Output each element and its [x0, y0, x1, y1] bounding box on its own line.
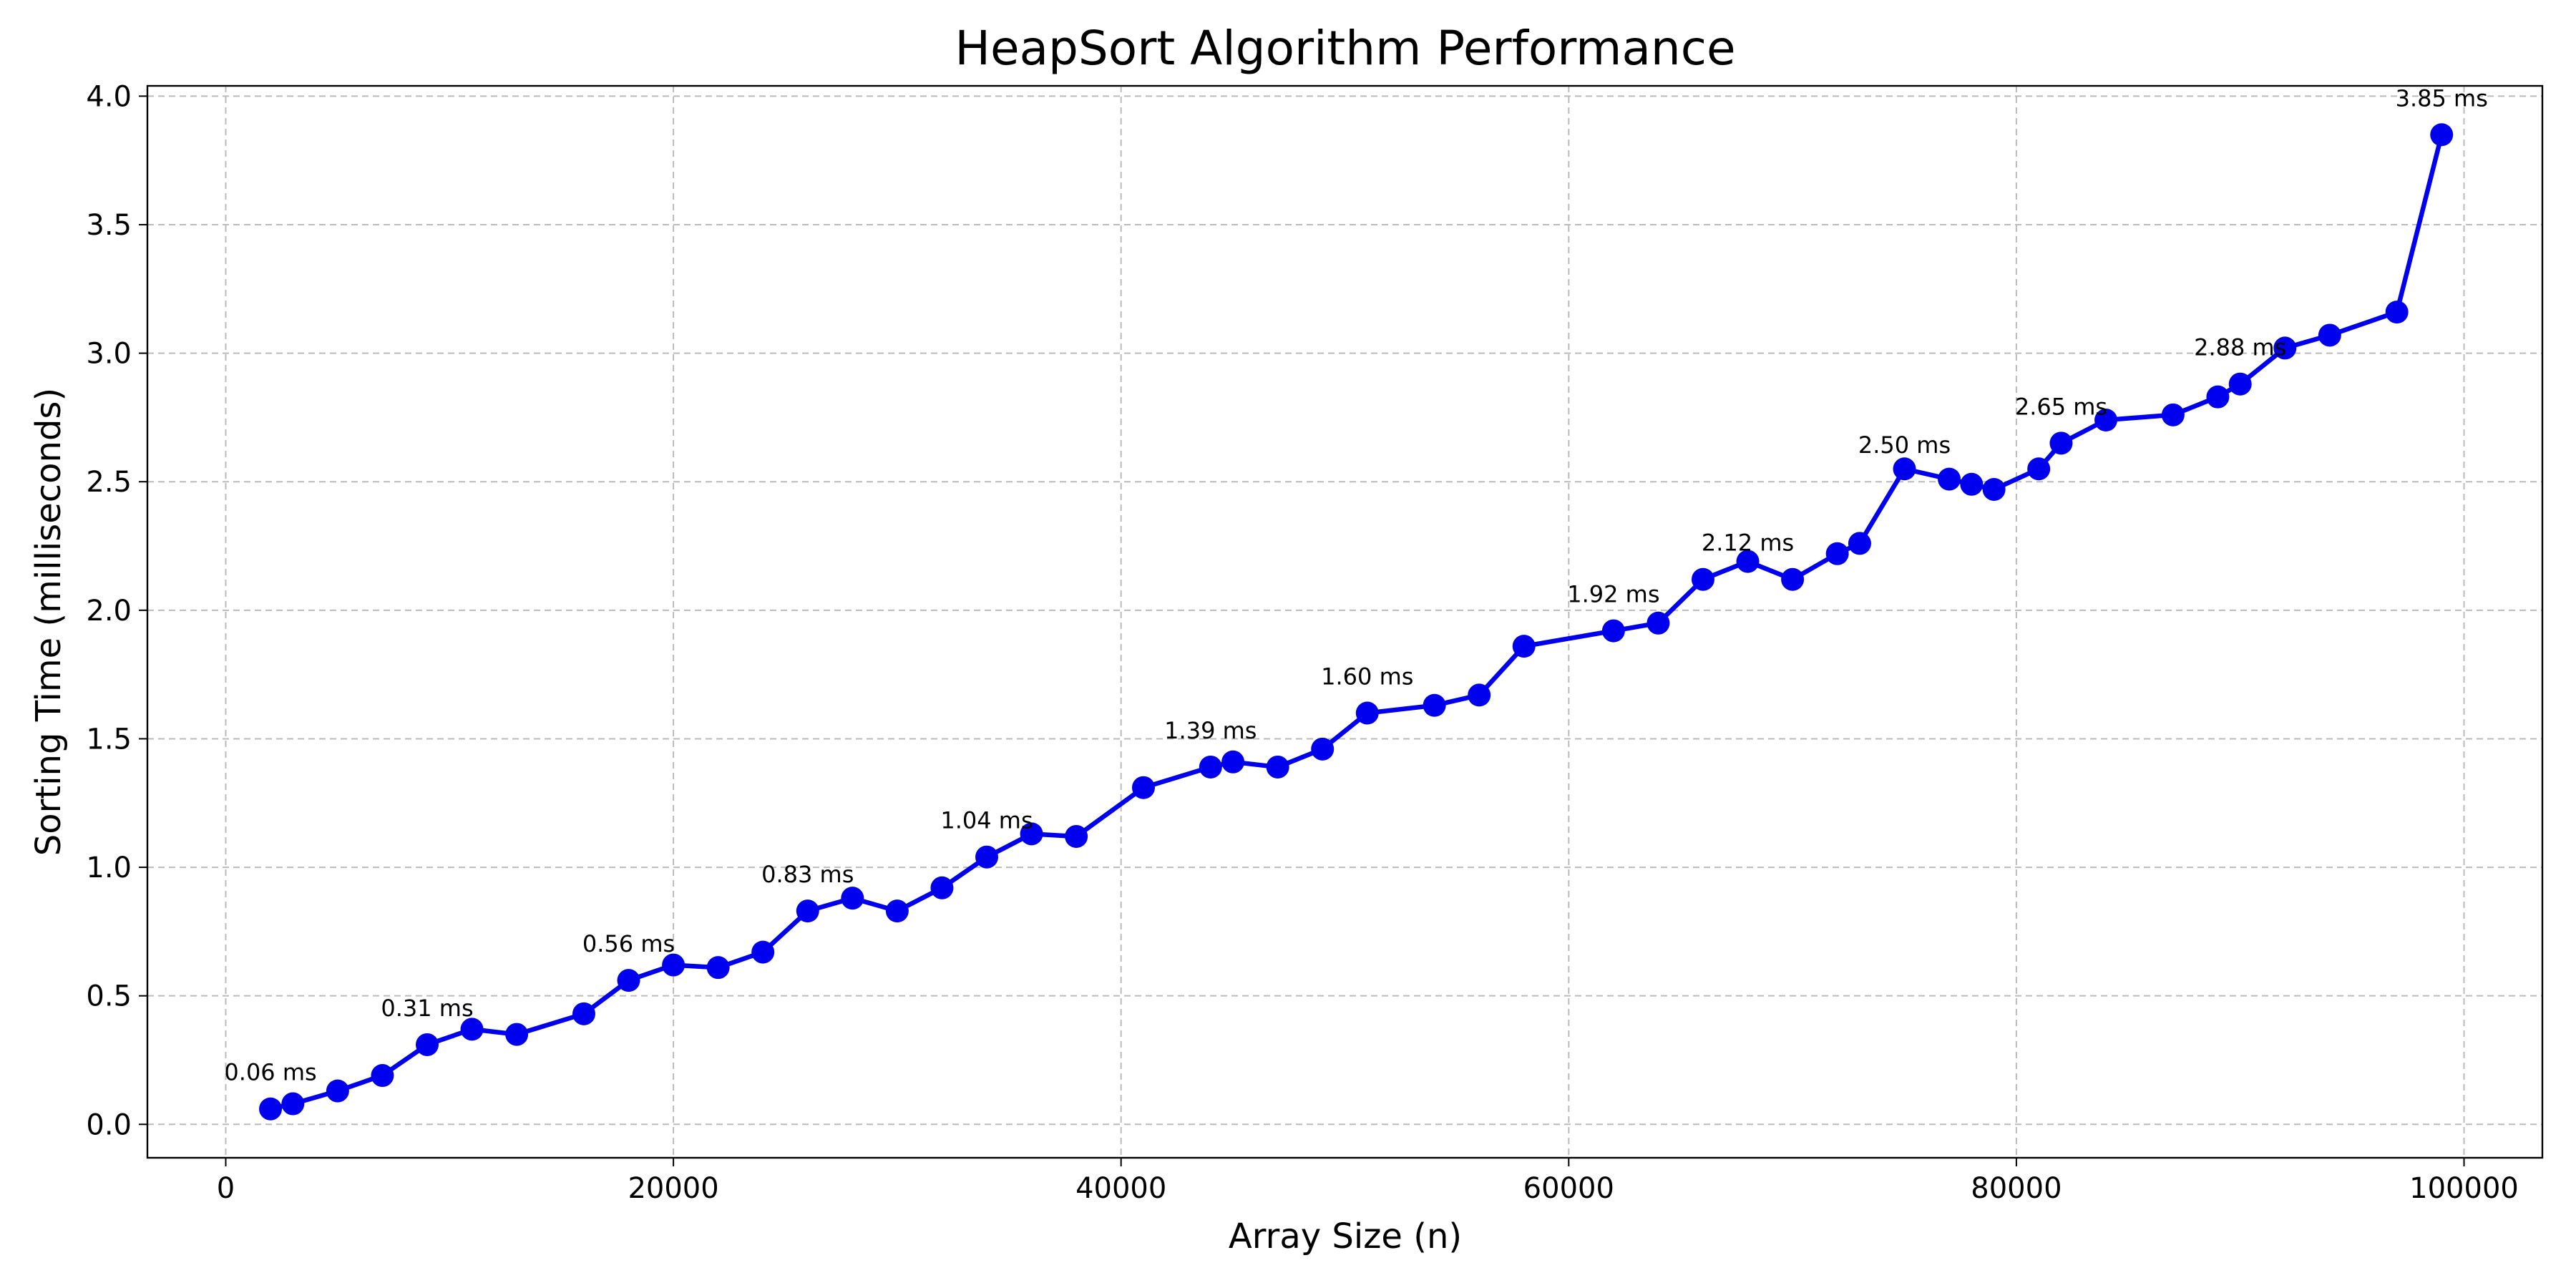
data-point — [2027, 457, 2051, 481]
y-tick-label: 1.0 — [86, 852, 132, 884]
data-label: 0.56 ms — [582, 930, 675, 957]
data-label: 1.39 ms — [1164, 717, 1257, 744]
data-point — [1355, 701, 1379, 725]
data-point — [975, 845, 999, 869]
data-point — [662, 953, 686, 977]
data-point — [1646, 611, 1670, 635]
data-point — [885, 899, 909, 923]
y-tick-label: 2.0 — [86, 595, 132, 628]
x-tick-label: 20000 — [628, 1172, 718, 1205]
data-label: 0.06 ms — [224, 1059, 316, 1086]
data-label: 0.31 ms — [381, 995, 473, 1022]
data-label: 1.04 ms — [940, 807, 1033, 834]
annotation-layer: 0.06 ms 0.31 ms 0.56 ms 0.83 ms 1.04 ms 1.39 … — [224, 84, 2487, 1085]
data-point — [2161, 403, 2185, 426]
data-label: 2.88 ms — [2194, 334, 2286, 361]
x-tick-label: 60000 — [1523, 1172, 1614, 1205]
data-point — [1736, 550, 1760, 573]
data-label: 2.50 ms — [1858, 431, 1951, 459]
data-point — [1691, 567, 1714, 591]
data-point — [1601, 619, 1625, 643]
y-tick-label: 4.0 — [86, 80, 132, 113]
data-point — [281, 1092, 305, 1116]
data-point — [1065, 824, 1088, 848]
y-tick-label: 0.0 — [86, 1108, 132, 1141]
data-point — [505, 1023, 529, 1046]
data-point — [796, 899, 819, 923]
y-tick-label: 0.5 — [86, 980, 132, 1013]
data-point — [1848, 532, 1871, 555]
y-tick-label: 3.5 — [86, 209, 132, 242]
data-point — [1938, 467, 1961, 491]
x-tick-label: 80000 — [1971, 1172, 2062, 1205]
data-point — [1512, 635, 1536, 658]
data-point — [2228, 372, 2252, 396]
data-point — [1825, 542, 1849, 565]
plot-frame — [146, 84, 2544, 1159]
data-label: 2.65 ms — [2015, 393, 2107, 420]
chart-title: HeapSort Algorithm Performance — [955, 21, 1735, 76]
data-point — [1221, 750, 1245, 774]
data-label: 2.12 ms — [1702, 530, 1794, 557]
data-point — [1266, 755, 1289, 779]
y-tick-label: 1.5 — [86, 723, 132, 756]
x-tick-label: 0 — [217, 1172, 235, 1205]
data-point — [371, 1064, 394, 1088]
data-point — [2206, 385, 2230, 409]
data-point — [1960, 472, 1984, 496]
plot-area — [147, 86, 2542, 1158]
data-point — [1020, 822, 1043, 846]
data-point — [572, 1002, 595, 1025]
data-label: 1.60 ms — [1321, 663, 1413, 691]
x-tick-label: 40000 — [1075, 1172, 1166, 1205]
data-point — [1468, 683, 1491, 707]
data-point — [841, 887, 864, 910]
data-point — [1982, 477, 2006, 501]
y-axis-label: Sorting Time (milliseconds) — [29, 388, 69, 856]
grid — [147, 86, 2542, 1158]
data-point — [1311, 737, 1335, 761]
data-point — [1781, 567, 1805, 591]
data-point — [2049, 431, 2073, 455]
data-point — [2318, 323, 2341, 347]
data-point — [1131, 776, 1155, 799]
data-label: 3.85 ms — [2396, 84, 2488, 112]
data-label: 0.83 ms — [761, 861, 854, 888]
data-point — [706, 956, 730, 980]
y-tick-label: 2.5 — [86, 466, 132, 499]
x-axis-label: Array Size (n) — [1229, 1216, 1462, 1257]
data-label: 1.92 ms — [1567, 581, 1659, 608]
data-point — [2430, 123, 2454, 147]
data-point — [751, 940, 775, 964]
data-point — [2385, 301, 2409, 324]
data-point — [617, 969, 640, 992]
data-point — [930, 876, 954, 899]
data-point — [1893, 457, 1916, 481]
data-point — [2094, 409, 2118, 432]
y-axis: 0.0 0.5 1.0 1.5 2.0 2.5 3.0 3.5 4.0 — [86, 80, 147, 1141]
data-point — [1199, 755, 1222, 779]
x-tick-label: 100000 — [2409, 1172, 2519, 1205]
data-point — [1423, 693, 1446, 717]
x-axis: 0 20000 40000 60000 80000 100000 — [217, 1158, 2519, 1205]
series-layer — [259, 123, 2454, 1121]
data-point — [416, 1033, 439, 1056]
data-point — [259, 1097, 283, 1121]
data-point — [326, 1079, 349, 1103]
y-tick-label: 3.0 — [86, 338, 132, 371]
data-point — [460, 1018, 484, 1041]
data-point — [2273, 336, 2297, 360]
